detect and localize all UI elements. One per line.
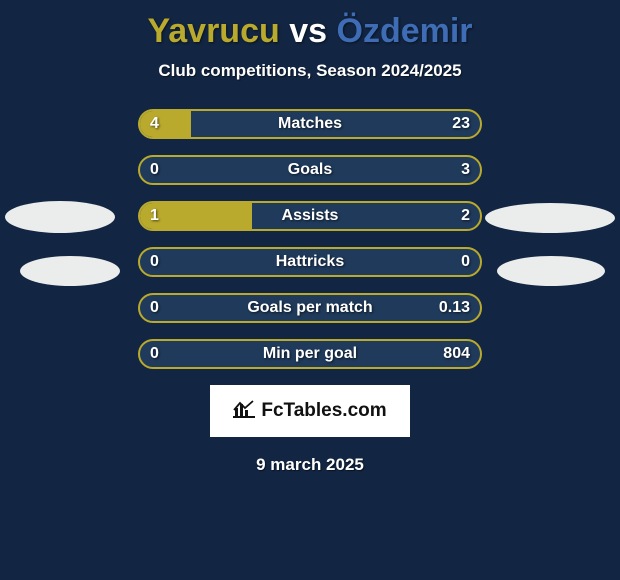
chart-area: 4Matches230Goals31Assists20Hattricks00Go… [0,81,620,369]
stat-right-value: 0.13 [439,295,470,321]
stat-row: 0Goals3 [138,155,482,185]
stat-row: 4Matches23 [138,109,482,139]
comparison-title: Yavrucu vs Özdemir [0,0,620,51]
stat-label: Goals per match [140,295,480,321]
chart-icon [233,400,255,423]
decorative-oval [485,203,615,233]
decorative-oval [5,201,115,233]
decorative-oval [20,256,120,286]
player1-name: Yavrucu [147,12,279,50]
stat-right-value: 0 [461,249,470,275]
stat-row: 0Min per goal804 [138,339,482,369]
stat-label: Matches [140,111,480,137]
stat-right-value: 23 [452,111,470,137]
stat-right-value: 3 [461,157,470,183]
subtitle: Club competitions, Season 2024/2025 [0,61,620,81]
stat-row: 0Goals per match0.13 [138,293,482,323]
date: 9 march 2025 [0,455,620,475]
stat-label: Min per goal [140,341,480,367]
stat-label: Goals [140,157,480,183]
vs-text: vs [289,12,327,50]
stat-right-value: 804 [443,341,470,367]
logo-box: FcTables.com [210,385,410,437]
stat-row: 1Assists2 [138,201,482,231]
player2-name: Özdemir [337,12,473,50]
stat-label: Hattricks [140,249,480,275]
stat-row: 0Hattricks0 [138,247,482,277]
decorative-oval [497,256,605,286]
stat-label: Assists [140,203,480,229]
logo-text: FcTables.com [261,400,386,422]
stat-right-value: 2 [461,203,470,229]
